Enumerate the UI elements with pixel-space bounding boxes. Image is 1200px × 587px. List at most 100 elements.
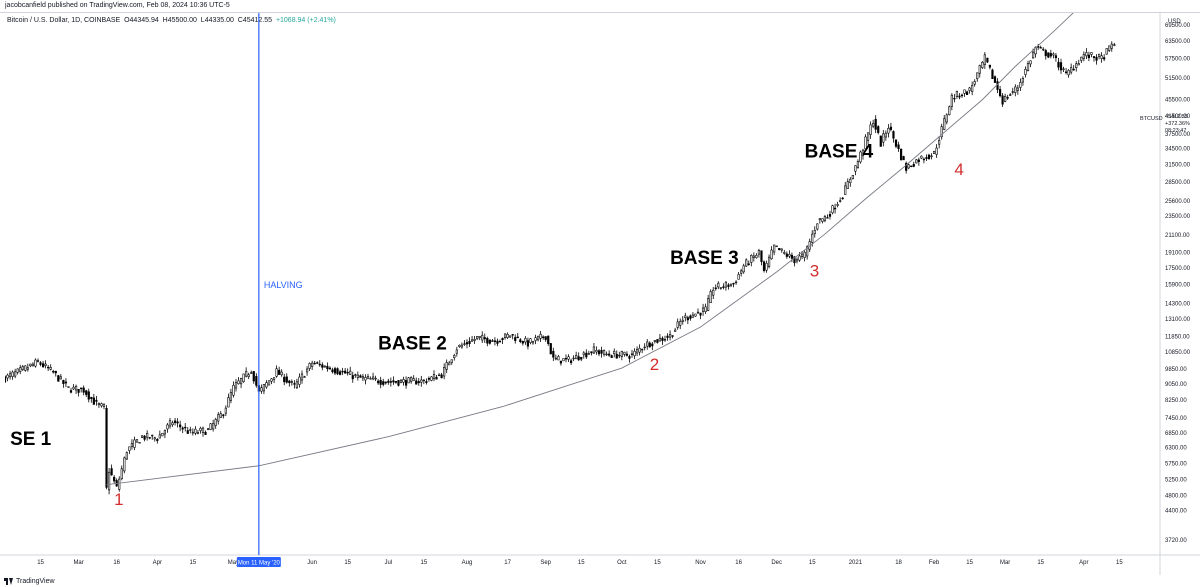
candle [635,348,639,354]
candle [361,376,365,379]
candle [549,343,552,355]
candle [135,439,139,443]
candle [371,376,375,380]
candle [1067,70,1070,76]
candle [755,254,758,259]
time-tick-label: 15 [1037,560,1044,566]
last-price-countdown: 08:23:47 [1165,128,1186,134]
candle [910,165,913,168]
candle [861,149,865,156]
candle [849,178,852,184]
candle [179,424,182,428]
candle [222,414,225,417]
candle [641,348,644,351]
candle [387,380,390,383]
candle [996,81,999,90]
time-tick-label: Dec [771,560,782,566]
candle [932,150,936,154]
candle [795,259,799,262]
candle [816,223,819,230]
candle [854,165,857,172]
candle [422,379,425,382]
candle [67,386,70,388]
candle [288,380,291,384]
candle [874,118,877,130]
candle [864,136,867,150]
candle [250,372,253,374]
price-tick-label: 13100.00 [1165,317,1191,323]
candle [821,218,824,222]
candle [958,95,961,98]
candle [176,421,179,424]
candle [501,338,504,340]
candle [105,408,108,488]
candle [806,246,809,257]
price-chart[interactable]: HALVING SE 1 BASE 2 BASE 3 BASE 4 1 2 3 4 USD 3720… [0,0,1200,575]
candle [760,250,763,262]
candle [1105,48,1108,55]
time-tick-label: Aug [462,560,473,566]
candle [82,387,85,393]
candle [1092,56,1096,58]
candle [894,139,898,147]
candle [562,358,565,362]
candle [323,365,326,368]
candle [704,306,707,313]
candle [239,378,243,385]
candle [828,214,832,217]
candle [8,373,12,378]
chart-frame [0,12,1200,575]
candle [831,205,834,214]
price-tick-label: 5750.00 [1165,462,1187,468]
candle [1001,95,1004,105]
candle [920,155,923,159]
candle [1087,54,1091,59]
candle [978,65,981,74]
candle [524,338,527,343]
candle [620,351,623,357]
candle [940,126,943,138]
candle [778,247,781,251]
price-tick-label: 11850.00 [1165,334,1190,340]
candle [486,337,489,344]
publish-info: jacobcanfield published on TradingView.c… [5,2,230,9]
price-tick-label: 3720.00 [1165,538,1187,544]
candle [1026,63,1030,71]
candle [47,366,50,369]
candle [788,253,791,257]
time-tick-label: 15 [966,560,973,566]
candle [191,431,194,434]
candle [212,422,215,430]
candle [897,144,900,149]
candle [608,353,611,356]
candle [417,381,420,384]
candle [851,174,854,179]
candle [6,374,9,379]
candle [790,254,794,259]
candle [280,371,283,376]
candle [382,381,385,385]
candle [717,282,720,288]
time-tick-label: Oct [617,560,627,566]
candle [628,356,631,359]
candle [384,381,387,384]
candle [534,337,537,341]
candle [1004,96,1007,102]
candle [1057,61,1060,68]
halving-date-label: Mon 11 May '20 [238,561,281,567]
candle [321,364,324,368]
candle [773,244,776,253]
candle [1113,44,1116,46]
candle [935,147,938,155]
candle [572,357,575,360]
candle [290,381,293,383]
candle [143,435,146,440]
candle [156,438,159,441]
candle [498,340,502,343]
candle [404,380,408,386]
time-tick-label: Apr [1079,560,1088,566]
candle [780,248,783,251]
candle [595,350,598,353]
candle [615,353,618,359]
candle [308,363,311,369]
